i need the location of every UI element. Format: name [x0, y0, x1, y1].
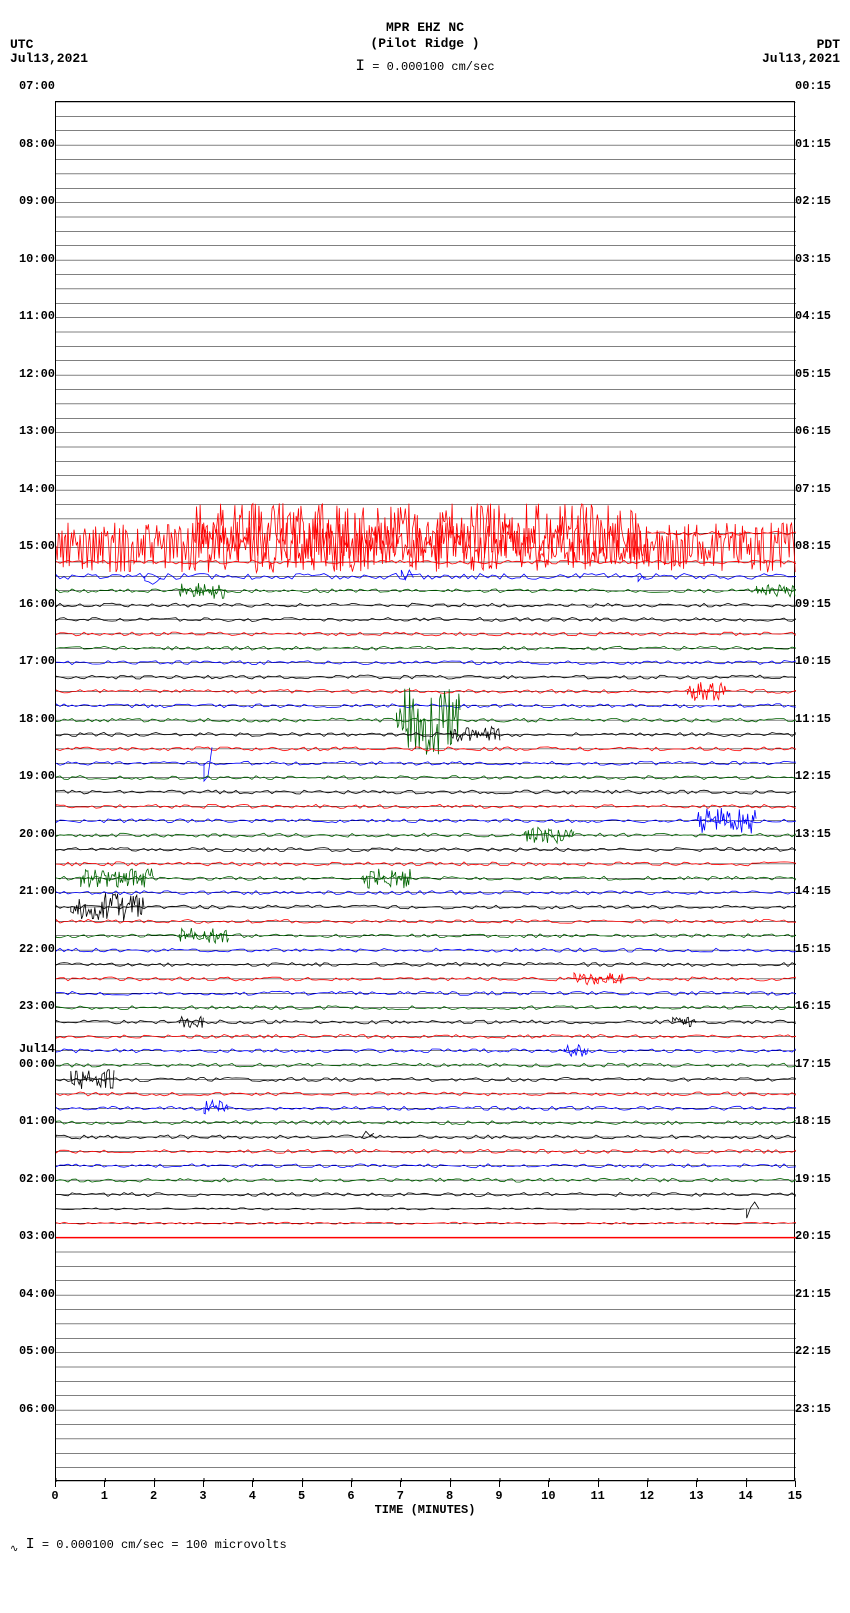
- left-time-label: 10:00: [0, 252, 55, 266]
- x-axis-title: TIME (MINUTES): [55, 1481, 795, 1517]
- x-tick: [104, 1481, 105, 1487]
- left-time-label: 13:00: [0, 424, 55, 438]
- x-tick: [400, 1481, 401, 1487]
- top-date-labels: UTC Jul13,2021 PDT Jul13,2021: [0, 38, 850, 67]
- tz-left: UTC: [10, 38, 88, 52]
- x-tick-label: 3: [199, 1489, 206, 1503]
- right-time-label: 01:15: [795, 137, 850, 151]
- left-time-label: 07:00: [0, 79, 55, 93]
- x-tick: [55, 1481, 56, 1487]
- x-tick: [351, 1481, 352, 1487]
- left-time-label: 04:00: [0, 1287, 55, 1301]
- left-time-label: 23:00: [0, 999, 55, 1013]
- left-time-label: 16:00: [0, 597, 55, 611]
- right-time-label: 13:15: [795, 827, 850, 841]
- left-time-label: 20:00: [0, 827, 55, 841]
- x-tick: [598, 1481, 599, 1487]
- x-tick: [252, 1481, 253, 1487]
- left-time-label: 03:00: [0, 1229, 55, 1243]
- seismogram-svg: [56, 102, 796, 1482]
- x-tick-label: 4: [249, 1489, 256, 1503]
- seismogram-container: MPR EHZ NC (Pilot Ridge ) I = 0.000100 c…: [0, 0, 850, 1566]
- left-time-label: 09:00: [0, 194, 55, 208]
- right-time-label: 21:15: [795, 1287, 850, 1301]
- x-tick-label: 10: [541, 1489, 555, 1503]
- right-time-label: 00:15: [795, 79, 850, 93]
- right-time-label: 20:15: [795, 1229, 850, 1243]
- right-time-label: 03:15: [795, 252, 850, 266]
- x-tick-label: 11: [590, 1489, 604, 1503]
- left-time-label: 11:00: [0, 309, 55, 323]
- x-tick-label: 5: [298, 1489, 305, 1503]
- x-tick-label: 12: [640, 1489, 654, 1503]
- right-time-label: 09:15: [795, 597, 850, 611]
- left-time-label: 14:00: [0, 482, 55, 496]
- right-time-label: 22:15: [795, 1344, 850, 1358]
- right-time-label: 19:15: [795, 1172, 850, 1186]
- x-tick-label: 15: [788, 1489, 802, 1503]
- x-tick-label: 8: [446, 1489, 453, 1503]
- right-time-label: 12:15: [795, 769, 850, 783]
- date-change-label: Jul14: [0, 1042, 55, 1056]
- x-tick: [548, 1481, 549, 1487]
- right-time-label: 06:15: [795, 424, 850, 438]
- x-tick-label: 7: [397, 1489, 404, 1503]
- x-axis: TIME (MINUTES) 0123456789101112131415: [55, 1481, 795, 1516]
- x-tick-label: 2: [150, 1489, 157, 1503]
- x-tick: [302, 1481, 303, 1487]
- right-time-label: 23:15: [795, 1402, 850, 1416]
- left-time-label: 21:00: [0, 884, 55, 898]
- left-time-label: 00:00: [0, 1057, 55, 1071]
- right-time-label: 18:15: [795, 1114, 850, 1128]
- left-time-label: 17:00: [0, 654, 55, 668]
- x-tick-label: 1: [101, 1489, 108, 1503]
- tz-right: PDT: [762, 38, 840, 52]
- x-tick-label: 13: [689, 1489, 703, 1503]
- station-code: MPR EHZ NC: [0, 20, 850, 36]
- left-time-label: 08:00: [0, 137, 55, 151]
- left-time-label: 02:00: [0, 1172, 55, 1186]
- right-time-label: 07:15: [795, 482, 850, 496]
- right-time-label: 08:15: [795, 539, 850, 553]
- right-time-label: 11:15: [795, 712, 850, 726]
- x-tick: [696, 1481, 697, 1487]
- date-left: Jul13,2021: [10, 52, 88, 66]
- left-time-label: 12:00: [0, 367, 55, 381]
- plot-area: [55, 101, 795, 1481]
- right-time-label: 10:15: [795, 654, 850, 668]
- right-time-label: 14:15: [795, 884, 850, 898]
- x-tick: [795, 1481, 796, 1487]
- x-tick: [499, 1481, 500, 1487]
- x-tick-label: 0: [51, 1489, 58, 1503]
- left-time-label: 15:00: [0, 539, 55, 553]
- left-time-label: 01:00: [0, 1114, 55, 1128]
- x-tick: [450, 1481, 451, 1487]
- x-tick: [647, 1481, 648, 1487]
- right-time-label: 16:15: [795, 999, 850, 1013]
- right-time-label: 15:15: [795, 942, 850, 956]
- x-tick: [746, 1481, 747, 1487]
- date-right: Jul13,2021: [762, 52, 840, 66]
- x-tick-label: 9: [495, 1489, 502, 1503]
- left-time-label: 19:00: [0, 769, 55, 783]
- footer-scale: ∿ I = 0.000100 cm/sec = 100 microvolts: [0, 1516, 850, 1565]
- x-tick: [203, 1481, 204, 1487]
- right-time-label: 17:15: [795, 1057, 850, 1071]
- left-time-label: 06:00: [0, 1402, 55, 1416]
- left-time-label: 22:00: [0, 942, 55, 956]
- left-time-label: 05:00: [0, 1344, 55, 1358]
- x-tick: [154, 1481, 155, 1487]
- right-time-label: 04:15: [795, 309, 850, 323]
- x-tick-label: 14: [738, 1489, 752, 1503]
- left-time-label: 18:00: [0, 712, 55, 726]
- x-tick-label: 6: [347, 1489, 354, 1503]
- right-time-label: 05:15: [795, 367, 850, 381]
- right-time-label: 02:15: [795, 194, 850, 208]
